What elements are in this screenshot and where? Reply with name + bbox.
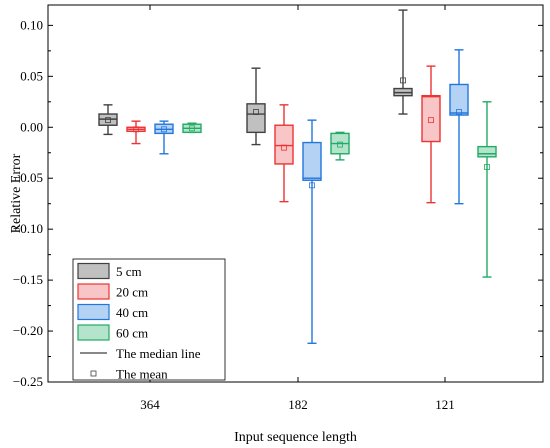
legend-swatch-1 (77, 262, 110, 280)
plot-frame (47, 4, 544, 383)
mean-marker (309, 182, 315, 189)
x-tick-label: 182 (288, 397, 308, 412)
y-tick-label: 0.00 (20, 119, 43, 134)
y-axis-title: Relative Error (9, 153, 24, 233)
mean-marker (253, 109, 259, 115)
y-tick-label: 0.10 (20, 17, 43, 32)
mean-marker (133, 126, 139, 133)
legend-label-marker: The mean (116, 367, 168, 382)
box-2-182 (274, 104, 294, 203)
box-1-364 (98, 104, 118, 136)
legend-label-3: 40 cm (116, 305, 148, 320)
mean-marker (189, 125, 195, 132)
boxes-layer (98, 9, 497, 344)
box-iqr (421, 94, 441, 143)
x-tick-label: 121 (435, 397, 455, 412)
box-2-121 (421, 65, 441, 204)
legend-swatch-2 (77, 283, 110, 300)
mean-marker (484, 164, 490, 170)
box-1-121 (393, 9, 413, 115)
legend-swatch-3 (77, 303, 110, 321)
mean-marker (161, 126, 167, 133)
legend-label-1: 5 cm (116, 264, 142, 279)
y-tick-label: 0.05 (20, 68, 43, 83)
legend-swatch-4 (77, 324, 110, 341)
mean-marker (281, 144, 287, 151)
y-tick-label: −0.15 (13, 272, 43, 287)
box-iqr (302, 141, 322, 181)
y-tick-label: −0.20 (13, 323, 43, 338)
y-tick-label: −0.25 (13, 374, 43, 389)
box-4-364 (182, 122, 202, 134)
mean-marker (400, 77, 406, 84)
box-4-121 (477, 101, 497, 278)
box-3-121 (449, 49, 469, 205)
box-3-364 (154, 120, 174, 155)
box-iqr (477, 145, 497, 158)
box-iqr (274, 124, 294, 165)
mean-marker (428, 117, 434, 124)
legend-label-line: The median line (116, 346, 201, 361)
legend: 5 cm 20 cm 40 cm 60 cm The median line The me… (72, 258, 226, 382)
box-1-182 (246, 67, 266, 146)
y-tick-label: −0.05 (13, 170, 43, 185)
legend-label-2: 20 cm (116, 285, 148, 300)
mean-marker (337, 141, 343, 148)
mean-marker (456, 109, 462, 115)
legend-label-4: 60 cm (116, 326, 148, 341)
mean-marker (105, 117, 111, 124)
box-iqr (246, 103, 266, 134)
box-iqr (449, 83, 469, 116)
y-tick-label: −0.10 (13, 221, 43, 236)
box-4-182 (330, 131, 350, 161)
x-tick-label: 364 (140, 397, 160, 412)
box-2-364 (126, 120, 146, 145)
box-3-182 (302, 119, 322, 344)
x-axis-title: Input sequence length (234, 430, 357, 445)
legend-mean-marker (90, 370, 97, 377)
